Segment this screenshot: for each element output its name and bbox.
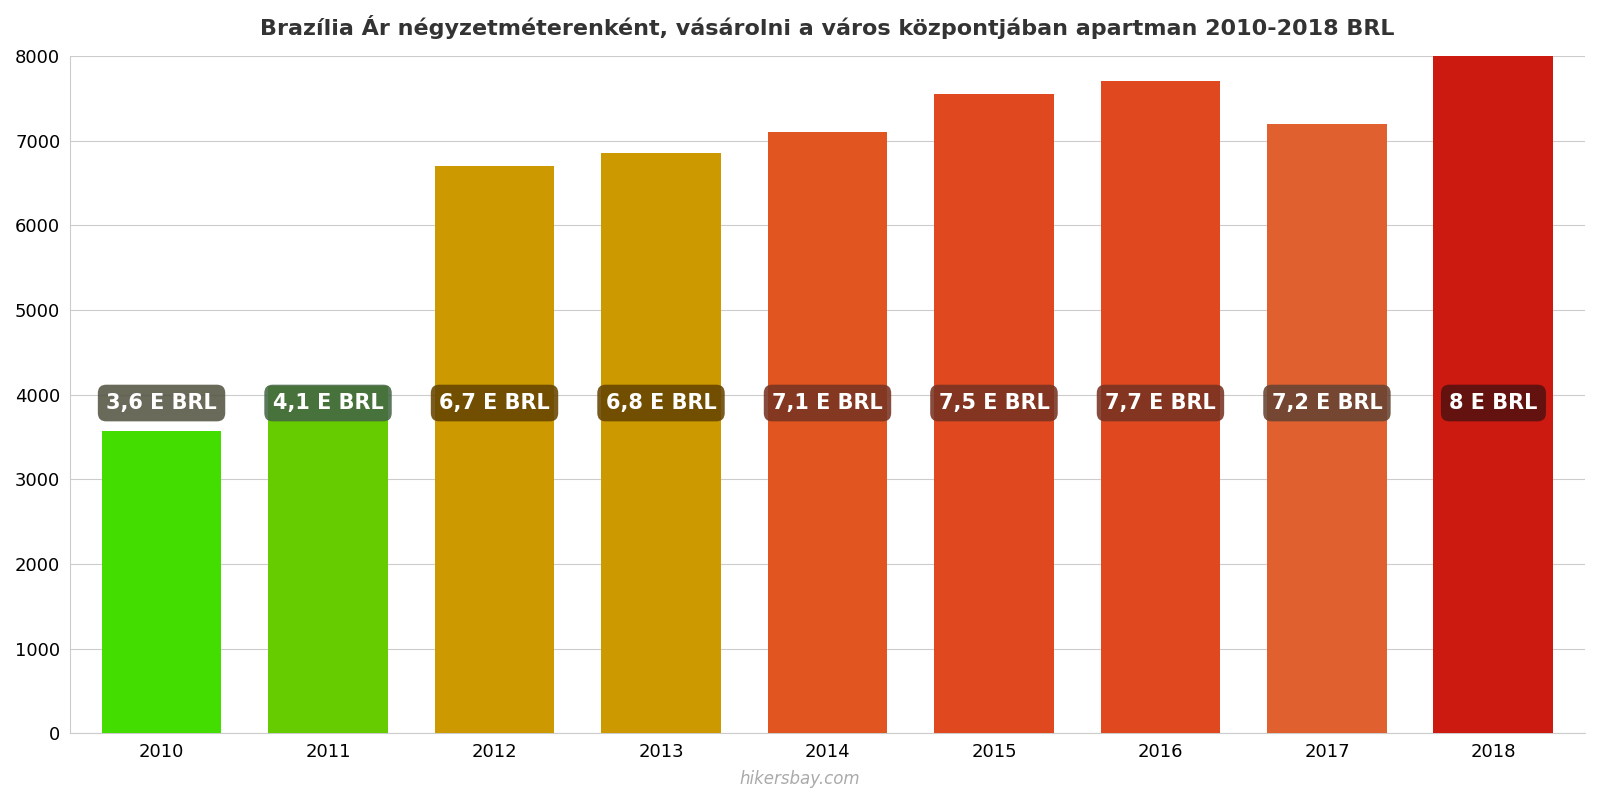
Text: 6,8 E BRL: 6,8 E BRL: [606, 393, 717, 413]
Text: hikersbay.com: hikersbay.com: [739, 770, 861, 788]
Bar: [435, 166, 555, 734]
Text: 8 E BRL: 8 E BRL: [1450, 393, 1538, 413]
Title: Brazília Ár négyzetméterenként, vásárolni a város központjában apartman 2010-201: Brazília Ár négyzetméterenként, vásároln…: [261, 15, 1395, 39]
Text: 7,2 E BRL: 7,2 E BRL: [1272, 393, 1382, 413]
Bar: [768, 132, 888, 734]
Text: 6,7 E BRL: 6,7 E BRL: [438, 393, 550, 413]
Bar: [1101, 82, 1221, 734]
Text: 7,5 E BRL: 7,5 E BRL: [939, 393, 1050, 413]
Bar: [269, 386, 387, 734]
Text: 7,7 E BRL: 7,7 E BRL: [1106, 393, 1216, 413]
Bar: [1267, 123, 1387, 734]
Bar: [1434, 56, 1554, 734]
Bar: [602, 154, 722, 734]
Bar: [934, 94, 1054, 734]
Text: 7,1 E BRL: 7,1 E BRL: [773, 393, 883, 413]
Text: 3,6 E BRL: 3,6 E BRL: [106, 393, 218, 413]
Bar: [102, 431, 221, 734]
Text: 4,1 E BRL: 4,1 E BRL: [272, 393, 384, 413]
